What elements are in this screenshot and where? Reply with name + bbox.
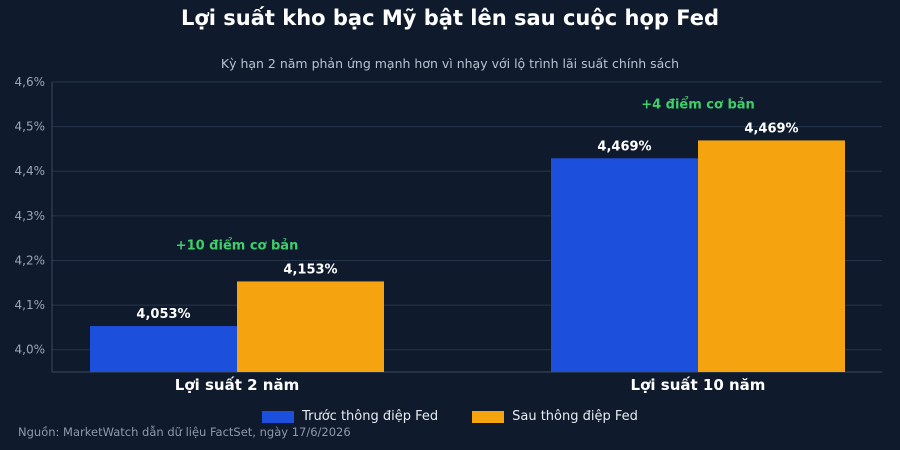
source-note: Nguồn: MarketWatch dẫn dữ liệu FactSet, … (18, 425, 351, 439)
legend-item-before: Trước thông điệp Fed (262, 409, 438, 424)
legend-label-before: Trước thông điệp Fed (302, 409, 439, 424)
y-tick-label: 4,0% (15, 343, 46, 357)
data-label: 4,469% (744, 121, 798, 136)
y-tick-label: 4,4% (15, 164, 46, 178)
chart-subtitle: Kỳ hạn 2 năm phản ứng mạnh hơn vì nhạy v… (220, 56, 680, 71)
legend-label-after: Sau thông điệp Fed (512, 409, 638, 424)
chart-title: Lợi suất kho bạc Mỹ bật lên sau cuộc họp… (180, 6, 720, 30)
bar-after-1 (698, 140, 845, 372)
legend-swatch-before (262, 410, 295, 423)
legend-item-after: Sau thông điệp Fed (472, 409, 638, 424)
bar-after-0 (237, 281, 384, 372)
y-tick-label: 4,1% (15, 298, 46, 312)
y-tick-label: 4,5% (15, 120, 46, 134)
y-tick-label: 4,3% (15, 209, 46, 223)
data-label: 4,053% (136, 307, 190, 322)
change-annotation: +4 điểm cơ bản (641, 96, 755, 112)
bar-before-0 (90, 326, 237, 372)
x-category-label: Lợi suất 2 năm (175, 376, 299, 394)
change-annotation: +10 điểm cơ bản (176, 237, 299, 253)
x-category-label: Lợi suất 10 năm (631, 376, 766, 394)
legend-swatch-after (472, 410, 505, 423)
data-label: 4,153% (283, 262, 337, 277)
bar-before-1 (551, 158, 698, 372)
y-tick-label: 4,6% (15, 75, 46, 89)
y-tick-label: 4,2% (15, 253, 46, 267)
data-label: 4,469% (597, 139, 651, 154)
legend: Trước thông điệp Fed Sau thông điệp Fed (0, 409, 900, 424)
